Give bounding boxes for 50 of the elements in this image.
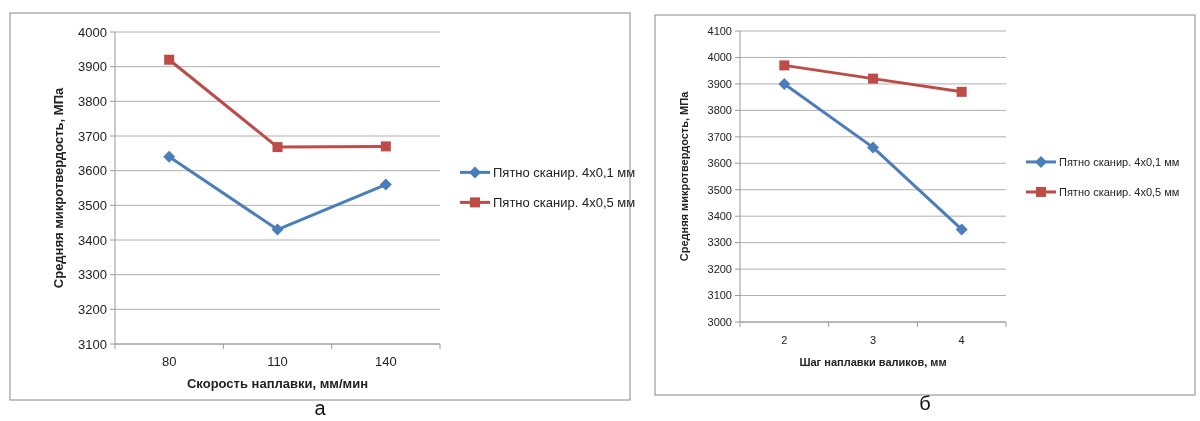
x-tick-label: 140	[374, 354, 397, 369]
y-tick-label: 3700	[707, 130, 732, 143]
text: б	[919, 392, 931, 414]
y-tick-label: 3700	[78, 128, 107, 144]
y-tick-label: 4000	[78, 24, 107, 40]
y-axis-title: Средняя микротвердость, МПа	[678, 90, 690, 262]
point	[955, 223, 968, 236]
y-tick-label: 3600	[78, 163, 107, 179]
legend-label: Пятно сканир. 4x0,5 мм	[1059, 185, 1180, 198]
y-tick-label: 3900	[707, 77, 732, 90]
x-tick-label: 2	[781, 334, 788, 346]
x-axis-title: Шаг наплавки валиков, мм	[799, 356, 947, 368]
x-tick-label: 3	[869, 334, 877, 346]
y-tick-label: 3800	[707, 104, 732, 117]
x-tick-label: 110	[267, 354, 288, 369]
legend-label: Пятно сканир. 4x0,5 мм	[493, 194, 636, 210]
y-tick-label: 4100	[707, 24, 732, 37]
y-tick-label: 3500	[707, 183, 732, 196]
point	[778, 77, 791, 90]
point	[956, 86, 967, 97]
x-tick-label: 80	[161, 354, 177, 369]
y-tick-label: 3400	[78, 232, 107, 248]
y-tick-label: 3500	[78, 197, 107, 213]
legend-label: Пятно сканир. 4x0,1 мм	[493, 164, 636, 180]
y-tick-label: 3200	[707, 262, 732, 275]
point	[868, 73, 878, 84]
y-tick-label: 4000	[707, 51, 732, 64]
text: а	[314, 397, 327, 419]
y-axis-title: Средняя микротвердость, МПа	[51, 87, 66, 289]
x-axis-title: Скорость наплавки, мм/мин	[186, 376, 369, 391]
point	[271, 223, 284, 236]
y-tick-label: 3300	[707, 236, 732, 249]
x-tick-label: 4	[958, 334, 965, 346]
y-tick-label: 3300	[78, 267, 107, 283]
point	[163, 150, 176, 163]
point	[379, 178, 392, 191]
y-tick-label: 3800	[78, 93, 107, 109]
legend-label: Пятно сканир. 4x0,1 мм	[1059, 155, 1180, 168]
y-tick-label: 3100	[78, 336, 107, 352]
y-tick-label: 3200	[78, 301, 107, 317]
point	[272, 142, 283, 153]
y-tick-label: 3000	[707, 315, 732, 328]
point	[380, 141, 391, 152]
y-tick-label: 3900	[78, 59, 107, 75]
y-tick-label: 3400	[707, 210, 732, 223]
point	[867, 141, 879, 154]
point	[164, 54, 175, 65]
y-tick-label: 3600	[707, 157, 732, 170]
point	[779, 60, 790, 71]
y-tick-label: 3100	[707, 289, 732, 302]
